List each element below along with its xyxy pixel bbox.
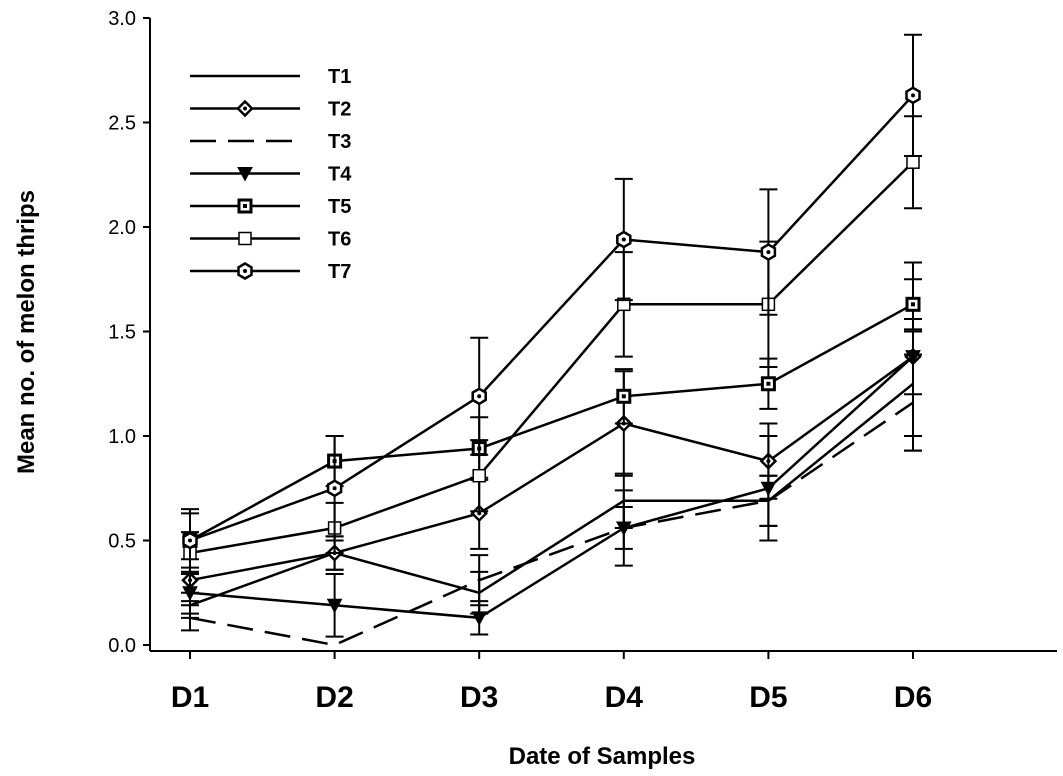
data-point-center — [332, 486, 337, 491]
data-point — [471, 611, 488, 626]
data-point — [182, 586, 198, 601]
legend-marker-center — [243, 106, 247, 111]
x-axis-title: Date of Samples — [509, 743, 696, 770]
data-point-center — [188, 538, 192, 543]
legend-marker-center — [243, 204, 247, 208]
y-ticks: 0.0 0.5 1.0 1.5 2.0 2.5 3.0 — [108, 8, 150, 657]
y-tick-label: 0.0 — [108, 635, 136, 657]
data-point-center — [911, 302, 915, 307]
legend: T1 T2 T3 T4 T5 T6 T7 — [190, 66, 352, 283]
legend-marker — [238, 231, 252, 246]
series-line — [189, 382, 914, 607]
y-tick-label: 3.0 — [108, 8, 136, 30]
data-point — [472, 468, 486, 483]
data-point — [906, 155, 920, 169]
legend-label: T3 — [328, 131, 351, 153]
data-point — [760, 481, 777, 497]
data-point-center — [477, 511, 482, 516]
series-t1 — [181, 330, 922, 619]
data-point-center — [621, 394, 626, 399]
series-line — [189, 401, 914, 647]
y-tick-label: 1.5 — [108, 322, 136, 344]
series-line — [189, 355, 914, 620]
x-tick-label: D2 — [315, 681, 353, 714]
series-t4 — [181, 261, 922, 638]
data-point — [326, 598, 343, 614]
x-ticks: D1 D2 D3 D4 D5 D6 — [171, 651, 932, 714]
legend-label: T6 — [328, 229, 351, 251]
legend-marker-center — [243, 269, 247, 273]
x-tick-label: D5 — [749, 681, 787, 714]
series-line — [189, 161, 914, 555]
data-point-center — [766, 381, 771, 386]
legend-label: T7 — [328, 261, 351, 283]
x-tick-label: D4 — [605, 681, 644, 714]
y-tick-label: 2.0 — [108, 217, 136, 239]
data-point-center — [621, 237, 626, 242]
data-point — [615, 521, 632, 537]
data-point-center — [477, 394, 482, 399]
x-tick-label: D1 — [171, 681, 209, 714]
legend-label: T4 — [328, 164, 352, 186]
legend-item-t4: T4 — [190, 164, 352, 186]
x-tick-label: D6 — [894, 681, 932, 714]
legend-item-t2: T2 — [190, 99, 351, 121]
series-line — [189, 355, 914, 582]
legend-item-t1: T1 — [190, 66, 351, 88]
legend-item-t7: T7 — [190, 261, 351, 283]
series-t6 — [181, 115, 922, 575]
y-tick-label: 0.5 — [108, 531, 136, 553]
y-tick-label: 1.0 — [108, 426, 136, 448]
legend-item-t5: T5 — [190, 196, 351, 218]
series-t5 — [181, 278, 922, 569]
legend-label: T1 — [328, 66, 351, 88]
y-tick-label: 2.5 — [108, 113, 136, 135]
legend-item-t6: T6 — [190, 229, 351, 251]
legend-item-t3: T3 — [190, 131, 351, 153]
series-line — [189, 303, 914, 542]
y-axis-title: Mean no. of melon thrips — [13, 190, 40, 474]
axes — [149, 18, 1057, 652]
series-t7 — [181, 33, 922, 573]
data-point-center — [911, 93, 915, 98]
series-line — [189, 94, 914, 542]
legend-label: T5 — [328, 196, 351, 218]
series-layer — [181, 33, 922, 647]
legend-marker — [237, 167, 253, 182]
x-tick-label: D3 — [460, 681, 498, 714]
data-point — [905, 350, 921, 365]
data-point-center — [766, 250, 771, 255]
legend-label: T2 — [328, 99, 351, 121]
